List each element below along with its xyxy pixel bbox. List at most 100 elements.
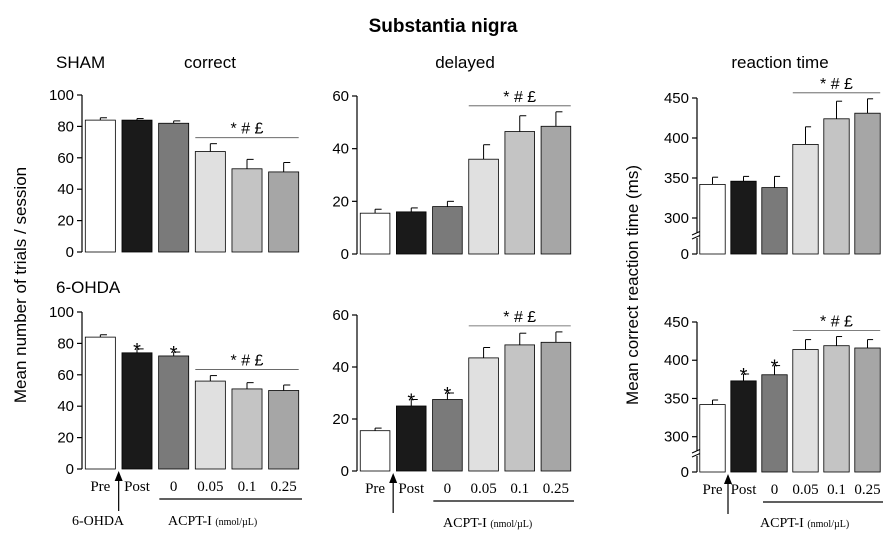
bar — [823, 118, 850, 255]
y-tick-label: 100 — [49, 87, 74, 104]
panel-title: delayed — [435, 53, 495, 72]
significance-symbols: * # £ — [503, 89, 536, 106]
y-tick-label: 40 — [57, 181, 74, 198]
bar — [359, 430, 391, 472]
bar — [396, 405, 427, 472]
significance-star: * — [444, 384, 452, 406]
drug-label: ACPT-I (nmol/µL) — [168, 514, 257, 529]
bar — [268, 171, 300, 253]
y-tick-label: 60 — [57, 150, 74, 167]
bar — [158, 122, 190, 253]
x-tick-label: 0.1 — [827, 482, 846, 498]
y-tick-label: 300 — [664, 210, 689, 227]
y-tick-label: 400 — [664, 130, 689, 147]
y-tick-label: 0 — [66, 461, 74, 478]
y-tick-label: 0 — [341, 463, 349, 480]
y-tick-label: 80 — [57, 118, 74, 135]
lesion-arrow-head — [389, 473, 398, 483]
drug-name: ACPT-I — [168, 514, 215, 529]
bar — [158, 355, 190, 470]
bar — [396, 211, 427, 255]
drug-label: ACPT-I (nmol/µL) — [443, 516, 532, 531]
bar — [268, 390, 300, 470]
significance-symbols: * # £ — [820, 76, 853, 93]
x-tick-label: Post — [398, 481, 425, 497]
y-tick-label: 20 — [57, 213, 74, 230]
panel-sham-3: reaction time 0 300 350 400 450 * # £ — [664, 53, 881, 263]
y-tick-label: 20 — [332, 193, 349, 210]
bar — [194, 151, 226, 253]
panel-6ohda-1: 0 20 40 60 80 100 * * * # £ Pre Post 0 0.05 0.1 0.25 — [49, 304, 302, 511]
bar — [699, 183, 726, 255]
y-tick-label: 40 — [332, 359, 349, 376]
y-tick-label: 40 — [332, 141, 349, 158]
significance-star: * — [407, 391, 415, 413]
bar — [468, 357, 499, 472]
drug-name: ACPT-I — [443, 516, 490, 531]
bar — [854, 347, 881, 473]
bar — [504, 131, 535, 255]
x-tick-label: 0.05 — [792, 482, 818, 498]
panel-6ohda-2: 0 20 40 60 * * * # £ Pre Post 0 0.05 0.1 0.25 — [332, 307, 574, 513]
bar — [823, 345, 850, 473]
significance-symbols: * # £ — [820, 314, 853, 331]
row-label-6ohda: 6-OHDA — [56, 278, 121, 297]
drug-units: (nmol/µL) — [807, 519, 849, 530]
x-tick-label: Pre — [90, 479, 110, 495]
row-label-sham: SHAM — [56, 53, 105, 72]
lesion-arrow-head — [724, 474, 732, 484]
y-tick-label: 60 — [332, 88, 349, 105]
lesion-arrow-head — [114, 471, 123, 481]
bar — [761, 374, 788, 473]
y-tick-label: 60 — [57, 367, 74, 384]
y-tick-label: 20 — [57, 430, 74, 447]
y-tick-label: 0 — [681, 464, 689, 481]
x-tick-label: 0.05 — [470, 481, 496, 497]
x-tick-label: Pre — [365, 481, 385, 497]
significance-star: * — [771, 357, 779, 379]
figure-title: Substantia nigra — [369, 16, 518, 37]
significance-star: * — [740, 365, 748, 387]
bar — [468, 158, 499, 255]
x-tick-label: Pre — [703, 482, 723, 498]
y-tick-label: 350 — [664, 390, 689, 407]
x-axis-annotations: 6-OHDA ACPT-I (nmol/µL) ACPT-I (nmol/µL) AC… — [72, 514, 849, 531]
x-tick-label: 0.1 — [238, 479, 257, 495]
drug-units: (nmol/µL) — [490, 519, 532, 530]
drug-units: (nmol/µL) — [215, 517, 257, 528]
significance-star: * — [133, 340, 141, 362]
x-tick-label: 0.05 — [197, 479, 223, 495]
x-tick-label: 0.25 — [543, 481, 569, 497]
x-tick-label: Post — [731, 482, 758, 498]
bar — [121, 352, 153, 470]
panel-title: reaction time — [731, 53, 828, 72]
panel-sham-1: correct 0 20 40 60 80 100 * # £ — [49, 53, 300, 261]
y-axis-label-left: Mean number of trials / session — [11, 167, 30, 403]
y-axis-label-right: Mean correct reaction time (ms) — [623, 165, 642, 405]
bar — [730, 380, 757, 473]
x-tick-label: 0 — [444, 481, 452, 497]
bar — [540, 125, 572, 255]
bar — [432, 399, 463, 472]
y-tick-label: 0 — [341, 246, 349, 263]
y-tick-label: 40 — [57, 398, 74, 415]
panel-sham-2: delayed 0 20 40 60 * # £ — [332, 53, 572, 263]
y-tick-label: 0 — [66, 244, 74, 261]
x-tick-label: 0 — [771, 482, 779, 498]
x-tick-label: 0.25 — [271, 479, 297, 495]
bar — [761, 187, 788, 255]
bar — [194, 380, 226, 470]
lesion-label: 6-OHDA — [72, 514, 125, 529]
bar — [792, 349, 819, 473]
bar — [699, 404, 726, 473]
bar — [231, 388, 263, 470]
bar — [504, 344, 535, 472]
y-tick-label: 400 — [664, 352, 689, 369]
significance-star: * — [170, 343, 178, 365]
significance-symbols: * # £ — [231, 353, 264, 370]
bar — [432, 206, 463, 255]
bar — [540, 341, 572, 472]
panel-6ohda-3: 0 300 350 400 450 * * * # £ Pre Post 0 0.05 0.1 0.25 — [664, 314, 883, 514]
x-tick-label: 0.1 — [510, 481, 529, 497]
